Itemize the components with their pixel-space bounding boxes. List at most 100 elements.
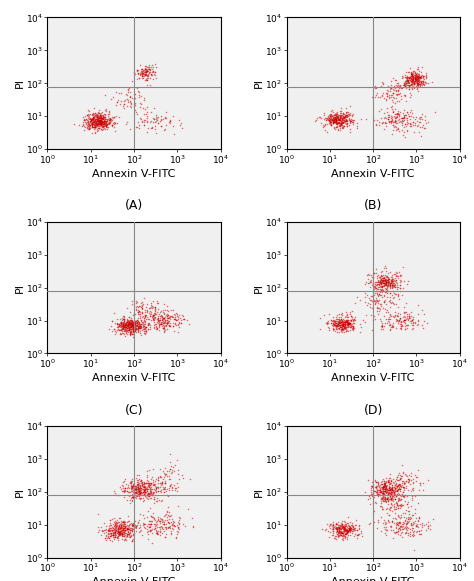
Point bbox=[105, 526, 113, 535]
Point bbox=[412, 77, 420, 87]
Point bbox=[387, 475, 395, 485]
Point bbox=[97, 530, 105, 539]
Point bbox=[106, 118, 113, 127]
Point bbox=[380, 297, 387, 306]
Point bbox=[134, 487, 142, 496]
Point bbox=[138, 303, 146, 312]
Point bbox=[115, 524, 122, 533]
Point bbox=[113, 320, 120, 329]
Point bbox=[412, 521, 420, 530]
Point bbox=[142, 492, 150, 501]
Point bbox=[133, 482, 141, 492]
Point bbox=[136, 488, 144, 497]
Point bbox=[383, 485, 391, 494]
Point bbox=[144, 475, 151, 485]
Point bbox=[391, 116, 399, 125]
Point bbox=[124, 323, 131, 332]
Point bbox=[388, 114, 396, 124]
Point bbox=[379, 77, 386, 87]
Point bbox=[147, 315, 155, 325]
Point bbox=[386, 485, 393, 494]
Point bbox=[139, 496, 146, 505]
Point bbox=[82, 120, 90, 129]
Point bbox=[341, 316, 349, 325]
Point bbox=[125, 317, 133, 327]
Point bbox=[140, 315, 148, 325]
Point bbox=[342, 107, 349, 117]
Point bbox=[100, 117, 108, 126]
Point bbox=[95, 116, 103, 125]
Point bbox=[369, 486, 376, 495]
Point bbox=[128, 482, 136, 491]
Point bbox=[394, 116, 402, 125]
Point bbox=[161, 532, 169, 541]
Point bbox=[142, 69, 150, 78]
Point bbox=[332, 312, 339, 321]
Point bbox=[127, 496, 134, 505]
Point bbox=[126, 88, 134, 97]
Point bbox=[143, 325, 150, 334]
Point bbox=[159, 474, 167, 483]
Point bbox=[368, 291, 375, 300]
Point bbox=[322, 524, 330, 533]
Point bbox=[372, 120, 380, 130]
Point bbox=[132, 523, 140, 532]
Point bbox=[401, 479, 408, 489]
Point bbox=[155, 523, 162, 532]
Point bbox=[345, 114, 353, 123]
Point bbox=[145, 481, 153, 490]
Point bbox=[343, 320, 351, 329]
Point bbox=[124, 486, 131, 496]
Point bbox=[387, 487, 395, 496]
Point bbox=[382, 483, 390, 493]
Point bbox=[163, 318, 171, 328]
Point bbox=[395, 84, 403, 93]
Point bbox=[140, 483, 147, 492]
Point bbox=[79, 121, 86, 130]
Point bbox=[388, 521, 395, 530]
Point bbox=[328, 114, 335, 123]
Point bbox=[389, 274, 396, 284]
Point bbox=[328, 105, 336, 114]
Point bbox=[333, 523, 340, 533]
Point bbox=[97, 109, 105, 118]
Point bbox=[161, 125, 168, 135]
Point bbox=[90, 116, 98, 125]
Point bbox=[92, 110, 100, 120]
Point bbox=[380, 483, 387, 492]
Point bbox=[128, 323, 136, 332]
Point bbox=[346, 307, 354, 317]
Point bbox=[118, 326, 126, 335]
Point bbox=[393, 268, 401, 278]
Point bbox=[341, 526, 349, 536]
Point bbox=[411, 69, 419, 78]
Point bbox=[161, 470, 169, 479]
Point bbox=[415, 113, 422, 122]
Point bbox=[115, 112, 123, 121]
Point bbox=[87, 114, 95, 123]
Point bbox=[336, 525, 344, 534]
Point bbox=[154, 475, 162, 485]
Point bbox=[89, 112, 96, 121]
Point bbox=[385, 114, 392, 123]
Point bbox=[112, 87, 120, 96]
Point bbox=[130, 487, 138, 497]
Point bbox=[333, 530, 340, 539]
Point bbox=[408, 83, 416, 92]
Point bbox=[146, 306, 154, 315]
Point bbox=[393, 482, 401, 492]
Point bbox=[335, 124, 342, 133]
Point bbox=[142, 310, 149, 319]
Point bbox=[346, 322, 354, 331]
Point bbox=[382, 274, 390, 284]
Point bbox=[323, 127, 330, 137]
Point bbox=[115, 88, 123, 98]
Point bbox=[401, 321, 409, 331]
Point bbox=[111, 318, 118, 328]
Point bbox=[409, 117, 416, 127]
Point bbox=[86, 123, 94, 132]
Point bbox=[393, 472, 401, 482]
Point bbox=[336, 320, 344, 329]
Point bbox=[108, 120, 115, 130]
Point bbox=[139, 521, 146, 530]
